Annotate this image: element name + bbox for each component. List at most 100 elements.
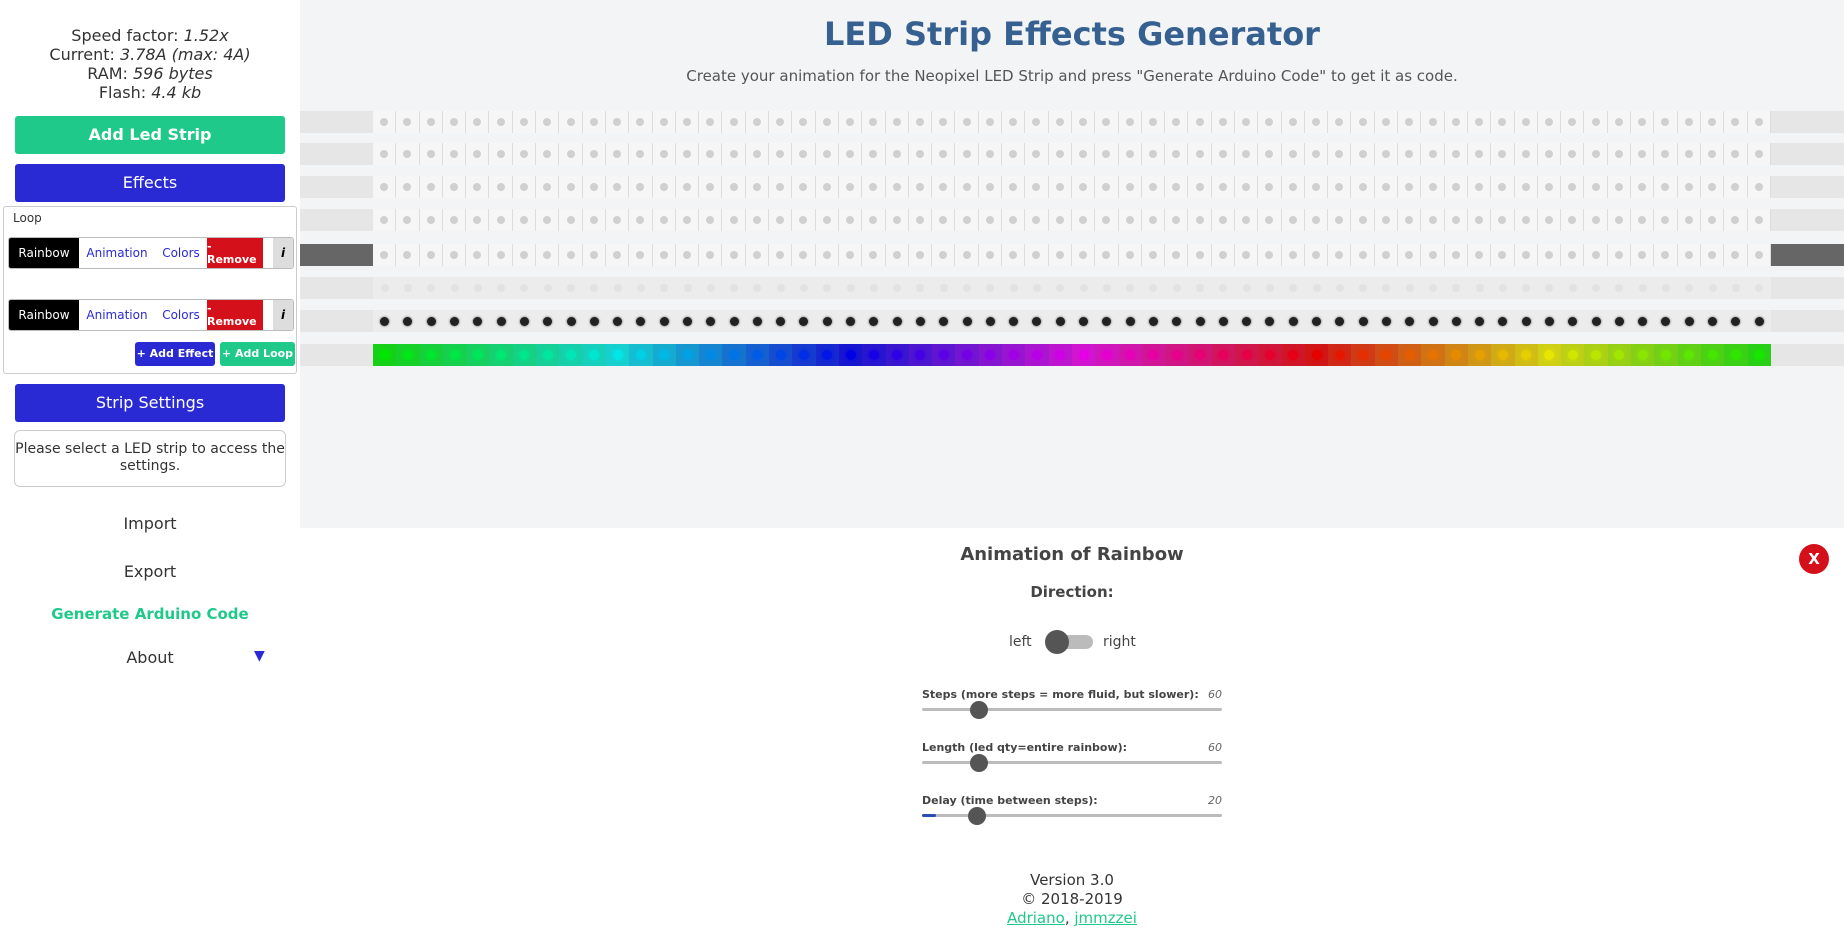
led (373, 344, 397, 366)
effect-info-button[interactable]: i (273, 238, 293, 268)
effect-remove-button[interactable]: - Remove (207, 238, 263, 268)
led-strip[interactable] (300, 344, 1844, 366)
led (1118, 244, 1142, 266)
led (629, 244, 653, 266)
led (442, 111, 467, 133)
led (1421, 111, 1445, 133)
add-led-strip-button[interactable]: Add Led Strip (15, 116, 285, 154)
effect-name-button[interactable]: Rainbow (9, 238, 79, 268)
led (1607, 277, 1632, 299)
led (442, 209, 467, 231)
led (885, 310, 909, 332)
led (1165, 310, 1189, 332)
led (466, 209, 490, 231)
effect-remove-button[interactable]: - Remove (207, 300, 263, 330)
author-link[interactable]: Adriano (1007, 909, 1065, 927)
led (373, 209, 397, 231)
led (1654, 143, 1678, 165)
led (1188, 143, 1212, 165)
led (1607, 209, 1632, 231)
about-link[interactable]: About (126, 648, 174, 667)
led (1537, 111, 1562, 133)
led (582, 143, 606, 165)
close-button[interactable]: X (1799, 544, 1829, 574)
led (1095, 310, 1119, 332)
led (1025, 111, 1049, 133)
effect-animation-button[interactable]: Animation (79, 238, 155, 268)
led (955, 176, 979, 198)
led (1514, 310, 1538, 332)
led (815, 344, 839, 366)
add-effect-button[interactable]: + Add Effect (135, 342, 215, 366)
led (1025, 310, 1049, 332)
led (1002, 143, 1026, 165)
slider-track[interactable] (922, 708, 1222, 711)
led (1631, 111, 1655, 133)
led (908, 277, 933, 299)
effects-button[interactable]: Effects (15, 164, 285, 202)
slider-track[interactable] (922, 814, 1222, 817)
slider-track[interactable] (922, 761, 1222, 764)
led (419, 277, 443, 299)
export-link[interactable]: Export (123, 562, 177, 581)
led (489, 244, 513, 266)
led-strip[interactable] (300, 277, 1844, 299)
led (1281, 244, 1305, 266)
led (1561, 111, 1585, 133)
led-strip[interactable] (300, 209, 1844, 231)
led-strip[interactable] (300, 111, 1844, 133)
led (978, 176, 1003, 198)
toggle-knob[interactable] (1045, 630, 1069, 654)
led (955, 344, 979, 366)
led (489, 209, 513, 231)
strip-preview-area: LED Strip Effects Generator Create your … (300, 0, 1844, 528)
led (722, 176, 746, 198)
led (1607, 310, 1632, 332)
led (489, 176, 513, 198)
effect-colors-button[interactable]: Colors (155, 238, 207, 268)
direction-label: Direction: (1030, 583, 1114, 601)
import-link[interactable]: Import (123, 514, 177, 533)
led-strip[interactable] (300, 310, 1844, 332)
led (419, 209, 443, 231)
led (1677, 143, 1701, 165)
slider-knob[interactable] (970, 754, 988, 772)
led (1211, 277, 1235, 299)
led (1631, 209, 1655, 231)
effect-colors-button[interactable]: Colors (155, 300, 207, 330)
strip-settings-button[interactable]: Strip Settings (15, 384, 285, 422)
led (1071, 344, 1096, 366)
led (1002, 277, 1026, 299)
led (652, 209, 676, 231)
led (466, 344, 490, 366)
led (1607, 344, 1632, 366)
led (1398, 277, 1422, 299)
led (1002, 344, 1026, 366)
effect-info-button[interactable]: i (273, 300, 293, 330)
slider-knob[interactable] (970, 701, 988, 719)
effect-animation-button[interactable]: Animation (79, 300, 155, 330)
led (1188, 310, 1212, 332)
slider-knob[interactable] (968, 807, 986, 825)
led (885, 143, 909, 165)
led (815, 143, 839, 165)
animation-title: Animation of Rainbow (960, 544, 1184, 565)
led (1095, 209, 1119, 231)
led (1654, 344, 1678, 366)
led (699, 277, 723, 299)
effect-name-button[interactable]: Rainbow (9, 300, 79, 330)
led (536, 244, 560, 266)
led (1048, 143, 1072, 165)
chevron-down-icon[interactable]: ▼ (254, 648, 265, 664)
led (1631, 310, 1655, 332)
led (1421, 277, 1445, 299)
effect-gap (263, 300, 273, 330)
led-strip-selected[interactable] (300, 244, 1844, 266)
author-link[interactable]: jmmzzei (1074, 909, 1137, 927)
add-loop-button[interactable]: + Add Loop (220, 342, 295, 366)
led-strip[interactable] (300, 143, 1844, 165)
generate-arduino-code-link[interactable]: Generate Arduino Code (51, 605, 249, 623)
led-strip[interactable] (300, 176, 1844, 198)
direction-toggle[interactable] (1045, 630, 1093, 654)
led (442, 176, 467, 198)
